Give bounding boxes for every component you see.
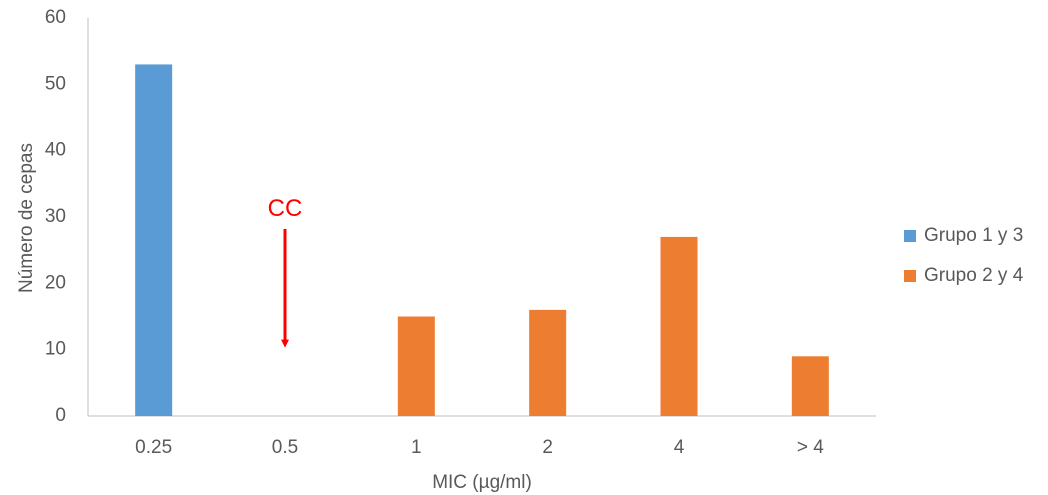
legend-swatch-2 — [904, 270, 916, 282]
bar-series-1-0_25 — [135, 64, 173, 416]
cc-annotation-label: CC — [268, 195, 303, 222]
bar-series-2-2 — [529, 309, 567, 416]
bar-series-2-1 — [397, 316, 435, 416]
y-tick-label: 50 — [45, 73, 66, 94]
legend-label-2: Grupo 2 y 4 — [924, 265, 1024, 286]
x-tick-label: 0.25 — [135, 437, 172, 458]
y-tick-label: 30 — [45, 206, 66, 227]
y-tick-label: 40 — [45, 140, 66, 161]
x-tick-label: 1 — [411, 437, 422, 458]
x-tick-labels: 0.25 0.5 1 2 4 > 4 — [135, 437, 824, 458]
x-tick-label: 4 — [674, 437, 685, 458]
x-tick-label: 2 — [542, 437, 553, 458]
x-tick-label: 0.5 — [272, 437, 298, 458]
cc-annotation: CC — [268, 195, 303, 348]
legend-label-1: Grupo 1 y 3 — [924, 225, 1023, 246]
bar-series-2-4 — [791, 356, 829, 416]
x-axis-title: MIC (µg/ml) — [432, 472, 532, 493]
legend: Grupo 1 y 3 Grupo 2 y 4 — [904, 225, 1024, 286]
x-tick-label: > 4 — [797, 437, 824, 458]
bars — [135, 64, 829, 416]
x-axis: 0.25 0.5 1 2 4 > 4 — [88, 415, 876, 458]
y-axis-title: Número de cepas — [16, 143, 37, 293]
y-axis: 0 10 20 30 40 50 60 — [45, 7, 89, 426]
bar-series-2-4 — [660, 236, 698, 416]
legend-swatch-1 — [904, 230, 916, 242]
y-tick-label: 0 — [55, 405, 66, 426]
y-tick-label: 60 — [45, 7, 66, 28]
y-tick-label: 20 — [45, 272, 66, 293]
y-tick-label: 10 — [45, 339, 66, 360]
y-tick-labels: 0 10 20 30 40 50 60 — [45, 7, 66, 426]
